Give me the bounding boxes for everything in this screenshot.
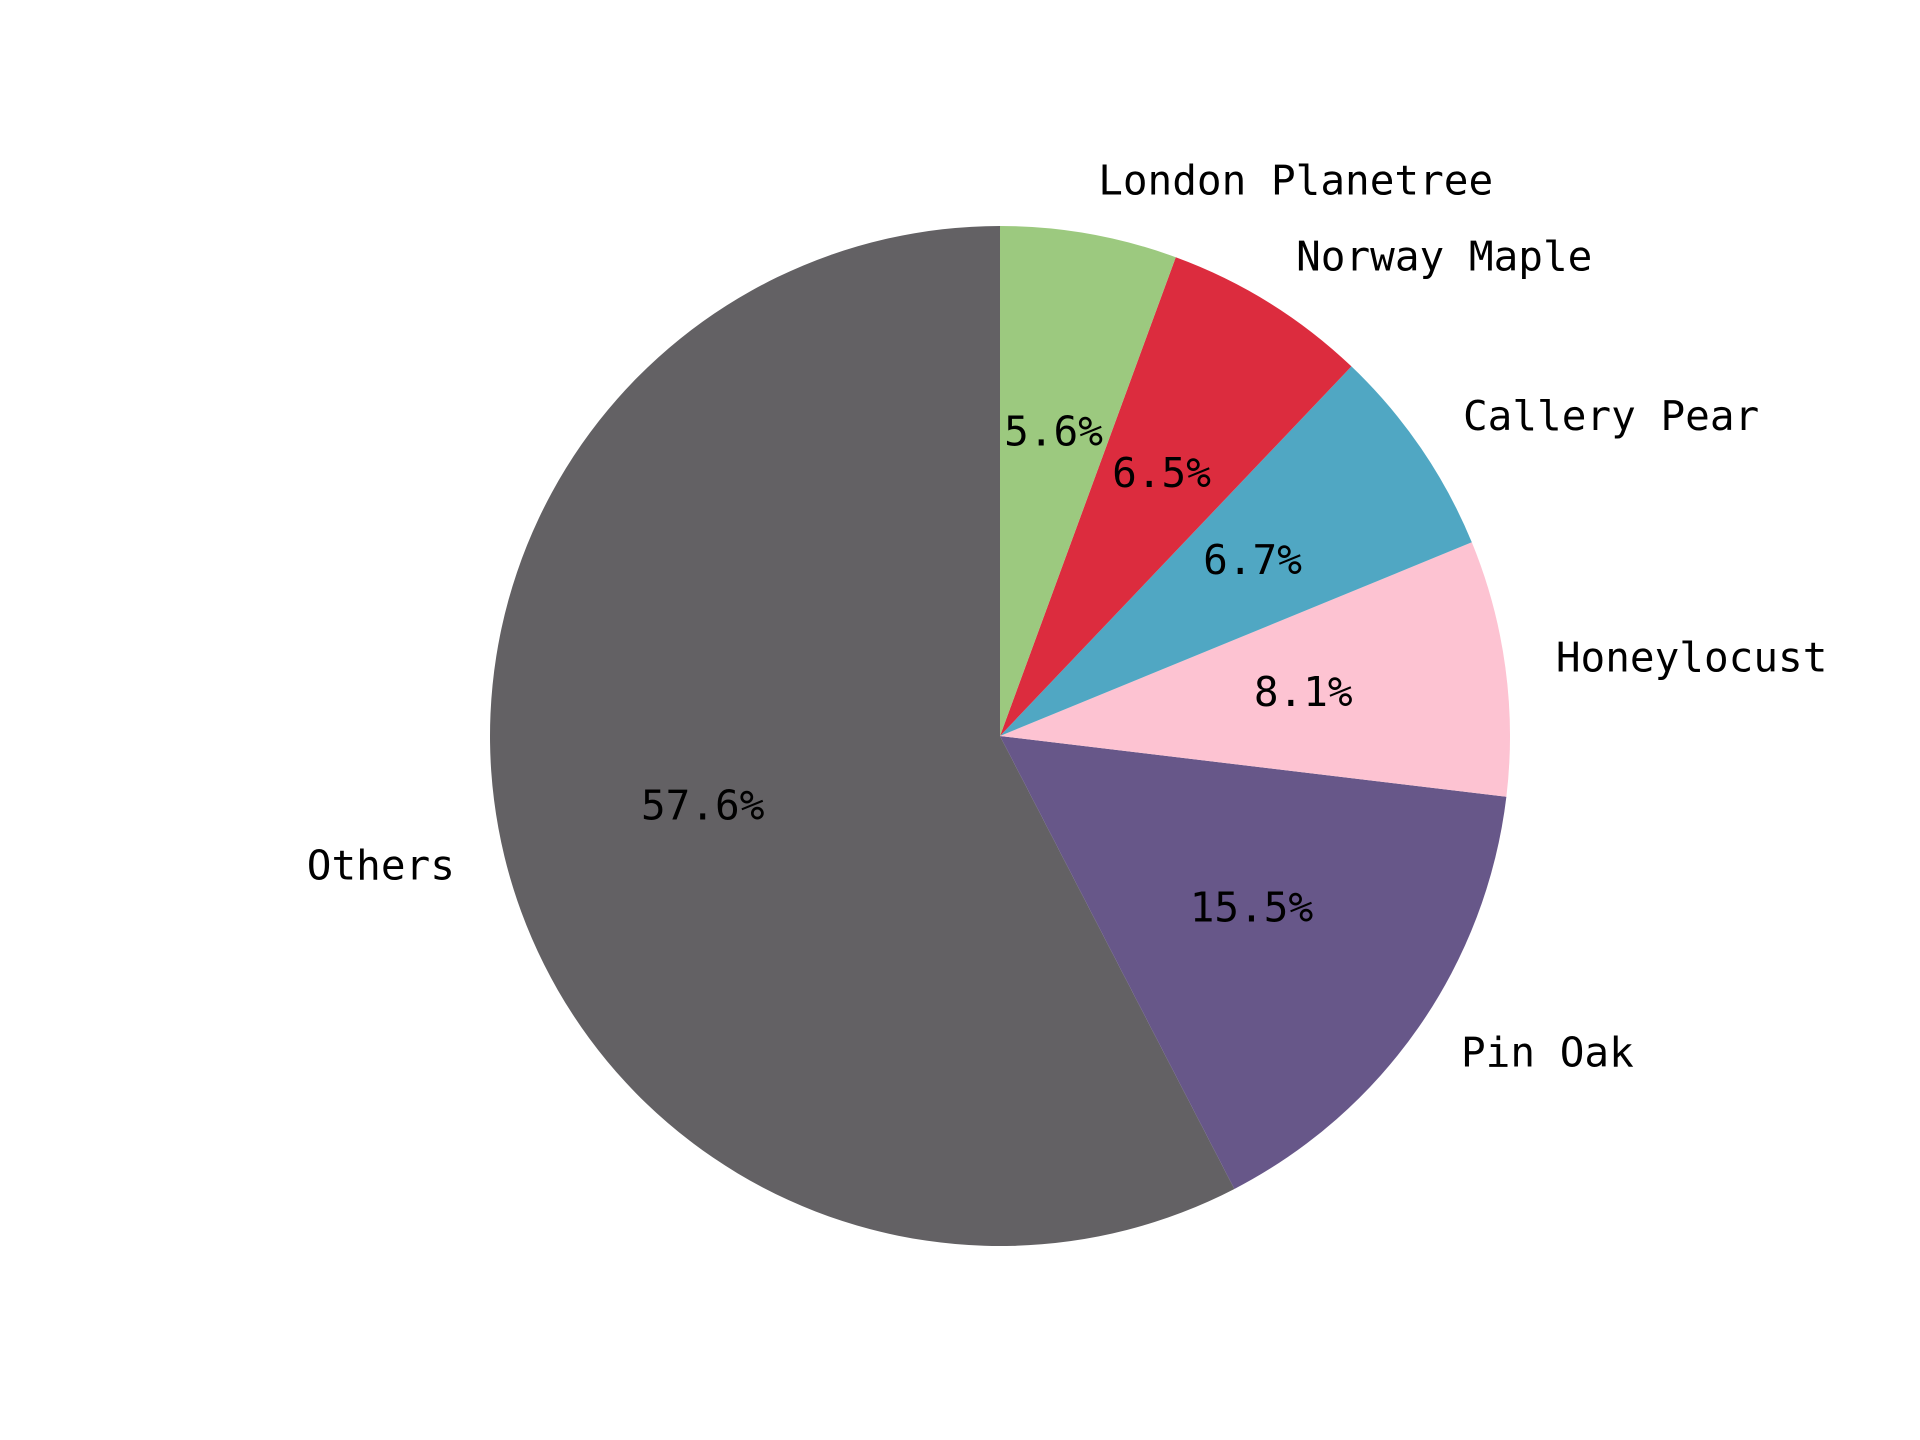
pie-slice-norway-maple xyxy=(1000,257,1352,736)
slice-pct-label-callery-pear: 6.7% xyxy=(1203,536,1302,584)
pie-slice-honeylocust xyxy=(1000,542,1511,797)
slice-pct-label-norway-maple: 6.5% xyxy=(1112,449,1211,497)
pie-slice-london-planetree xyxy=(1000,226,1176,736)
pie-slice-pin-oak xyxy=(1000,736,1507,1189)
pie-slice-others xyxy=(490,226,1235,1246)
slice-label-callery-pear: Callery Pear xyxy=(1463,392,1759,440)
slice-pct-label-pin-oak: 15.5% xyxy=(1190,883,1314,931)
slice-label-pin-oak: Pin Oak xyxy=(1461,1029,1634,1077)
slice-pct-label-london-planetree: 5.6% xyxy=(1004,408,1103,456)
slice-label-norway-maple: Norway Maple xyxy=(1296,233,1592,281)
labels-layer: Others 57.6% Pin Oak 15.5% Honeylocust 8.1% Ca… xyxy=(307,157,1828,1077)
slice-label-others: Others xyxy=(307,842,455,890)
slice-label-london-planetree: London Planetree xyxy=(1098,157,1493,205)
slice-label-honeylocust: Honeylocust xyxy=(1556,633,1828,681)
slice-pct-label-others: 57.6% xyxy=(641,781,765,829)
slices-layer xyxy=(490,226,1511,1246)
slice-pct-label-honeylocust: 8.1% xyxy=(1254,668,1353,716)
pie-slice-callery-pear xyxy=(1000,366,1472,736)
